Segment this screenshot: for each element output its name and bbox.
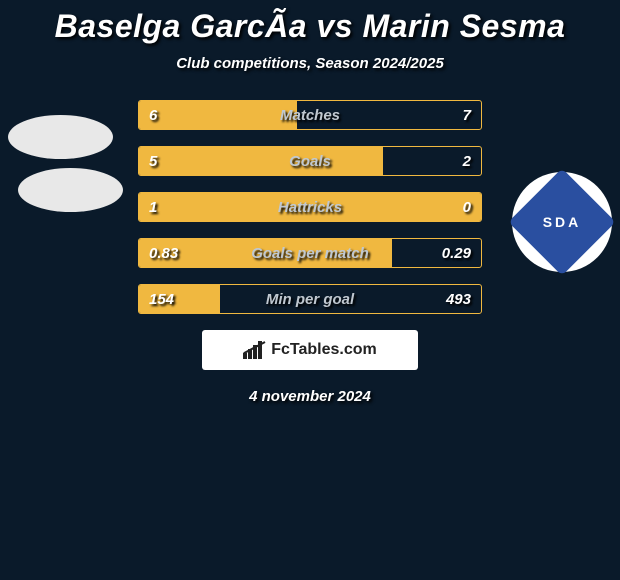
footer-brand-text: FcTables.com (271, 341, 377, 359)
bar-value-right: 0.29 (442, 239, 471, 267)
footer-brand-box: FcTables.com (202, 330, 418, 370)
team-crest-left-2 (18, 168, 123, 212)
bar-value-left: 154 (149, 285, 174, 313)
bar-value-right: 493 (446, 285, 471, 313)
bars-container: 6Matches7 5Goals2 1Hattricks0 0.83Goals per… (138, 100, 482, 314)
bar-value-left: 5 (149, 147, 157, 175)
bar-value-right: 7 (463, 101, 471, 129)
bar-row: 154Min per goal493 (138, 284, 482, 314)
bar-value-left: 0.83 (149, 239, 178, 267)
bar-row: 0.83Goals per match0.29 (138, 238, 482, 268)
page-subtitle: Club competitions, Season 2024/2025 (0, 55, 620, 72)
bar-row: 1Hattricks0 (138, 192, 482, 222)
bar-row: 5Goals2 (138, 146, 482, 176)
bar-value-left: 6 (149, 101, 157, 129)
chart-icon (243, 341, 265, 359)
date-label: 4 november 2024 (0, 388, 620, 405)
team-crest-right (512, 172, 612, 272)
bar-value-right: 0 (463, 193, 471, 221)
bar-row: 6Matches7 (138, 100, 482, 130)
page-title: Baselga GarcÃ­a vs Marin Sesma (0, 8, 620, 45)
bar-fill (139, 101, 297, 129)
team-crest-left-1 (8, 115, 113, 159)
bar-value-left: 1 (149, 193, 157, 221)
bar-fill (139, 147, 383, 175)
bar-value-right: 2 (463, 147, 471, 175)
team-crest-right-badge (508, 168, 615, 275)
bar-fill (139, 193, 481, 221)
